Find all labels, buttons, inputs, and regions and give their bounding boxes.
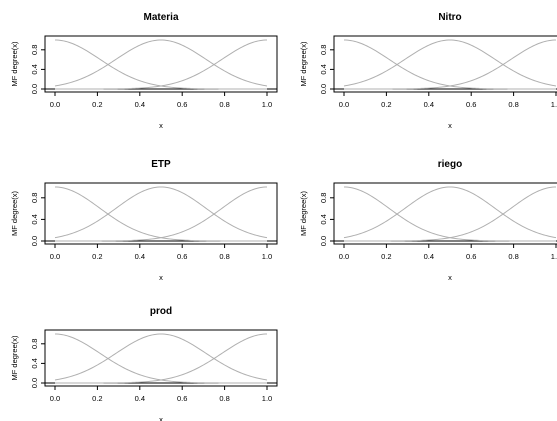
x-tick-label: 0.0 [339, 100, 349, 109]
membership-curve-0 [54, 186, 267, 242]
x-tick-label: 0.6 [177, 394, 187, 403]
y-tick-label: 0.0 [319, 84, 328, 94]
x-tick-label: 0.4 [424, 252, 434, 261]
x-axis-label: x [159, 415, 163, 421]
plot-frame [44, 182, 278, 245]
membership-curve-2 [344, 39, 557, 90]
chart-panel-1: Nitro 0.0 0.2 0.4 0.6 0.8 1.0 x 0.0 0.4 0.8 MF degr… [299, 12, 557, 130]
y-tick-label: 0.4 [319, 64, 328, 74]
x-axis-label: x [448, 121, 452, 130]
membership-curve-1 [54, 39, 268, 87]
chart-title: Materia [143, 12, 178, 23]
x-tick-label: 0.0 [339, 252, 349, 261]
x-tick-label: 0.6 [177, 252, 187, 261]
x-tick-label: 0.4 [424, 100, 434, 109]
chart-panel-0: Materia 0.0 0.2 0.4 0.6 0.8 1.0 x 0.0 0.4 0.8 MF de… [10, 12, 278, 130]
y-tick-label: 0.8 [30, 45, 39, 55]
x-tick-label: 0.2 [381, 252, 391, 261]
membership-curve-0 [54, 39, 267, 90]
y-tick-label: 0.0 [319, 236, 328, 246]
x-tick-label: 0.8 [508, 100, 518, 109]
membership-curve-2 [55, 186, 268, 242]
x-tick-label: 0.6 [466, 252, 476, 261]
x-tick-label: 1.0 [262, 100, 272, 109]
x-tick-label: 0.0 [50, 100, 60, 109]
y-axis-label: MF degree(x) [10, 335, 19, 381]
y-axis-label: MF degree(x) [299, 41, 308, 87]
membership-curve-0 [343, 39, 556, 90]
membership-curve-1 [343, 39, 557, 87]
plot-frame [333, 182, 557, 245]
chart-panel-4: prod 0.0 0.2 0.4 0.6 0.8 1.0 x 0.0 0.4 0.8 MF degre… [10, 306, 278, 421]
plot-frame [44, 329, 278, 387]
x-tick-label: 0.2 [92, 100, 102, 109]
chart-title: Nitro [438, 12, 461, 23]
x-tick-label: 0.2 [92, 252, 102, 261]
membership-curve-0 [343, 186, 556, 242]
y-tick-label: 0.4 [319, 214, 328, 224]
y-axis-label: MF degree(x) [10, 190, 19, 236]
membership-curve-1 [343, 186, 557, 239]
x-tick-label: 0.4 [135, 252, 145, 261]
x-tick-label: 0.4 [135, 100, 145, 109]
x-tick-label: 0.6 [466, 100, 476, 109]
y-tick-label: 0.8 [30, 339, 39, 349]
x-tick-label: 1.0 [262, 252, 272, 261]
chart-title: ETP [151, 159, 171, 170]
chart-title: prod [150, 306, 172, 317]
membership-curve-2 [344, 186, 557, 242]
chart-panel-2: ETP 0.0 0.2 0.4 0.6 0.8 1.0 x 0.0 0.4 0.8 MF degree… [10, 159, 278, 282]
y-axis-label: MF degree(x) [10, 41, 19, 87]
chart-title: riego [438, 159, 462, 170]
y-tick-label: 0.0 [30, 236, 39, 246]
membership-curve-1 [54, 186, 268, 239]
x-axis-label: x [159, 273, 163, 282]
y-tick-label: 0.8 [319, 193, 328, 203]
y-tick-label: 0.4 [30, 214, 39, 224]
y-axis-label: MF degree(x) [299, 190, 308, 236]
y-tick-label: 0.8 [319, 45, 328, 55]
x-tick-label: 1.0 [551, 100, 557, 109]
x-tick-label: 0.0 [50, 394, 60, 403]
x-tick-label: 0.8 [219, 100, 229, 109]
y-tick-label: 0.8 [30, 193, 39, 203]
membership-curve-2 [55, 39, 268, 90]
membership-curve-0 [54, 333, 267, 384]
y-tick-label: 0.4 [30, 64, 39, 74]
x-tick-label: 0.6 [177, 100, 187, 109]
plot-frame [333, 35, 557, 93]
x-tick-label: 1.0 [551, 252, 557, 261]
y-tick-label: 0.0 [30, 84, 39, 94]
x-tick-label: 0.8 [219, 394, 229, 403]
x-tick-label: 0.2 [92, 394, 102, 403]
x-axis-label: x [159, 121, 163, 130]
x-tick-label: 0.0 [50, 252, 60, 261]
chart-panel-3: riego 0.0 0.2 0.4 0.6 0.8 1.0 x 0.0 0.4 0.8 MF degr… [299, 159, 557, 282]
x-tick-label: 0.8 [508, 252, 518, 261]
y-tick-label: 0.4 [30, 358, 39, 368]
plot-frame [44, 35, 278, 93]
x-tick-label: 0.4 [135, 394, 145, 403]
x-axis-label: x [448, 273, 452, 282]
membership-curve-1 [54, 333, 268, 381]
y-tick-label: 0.0 [30, 378, 39, 388]
x-tick-label: 0.2 [381, 100, 391, 109]
membership-curve-2 [55, 333, 268, 384]
x-tick-label: 0.8 [219, 252, 229, 261]
x-tick-label: 1.0 [262, 394, 272, 403]
